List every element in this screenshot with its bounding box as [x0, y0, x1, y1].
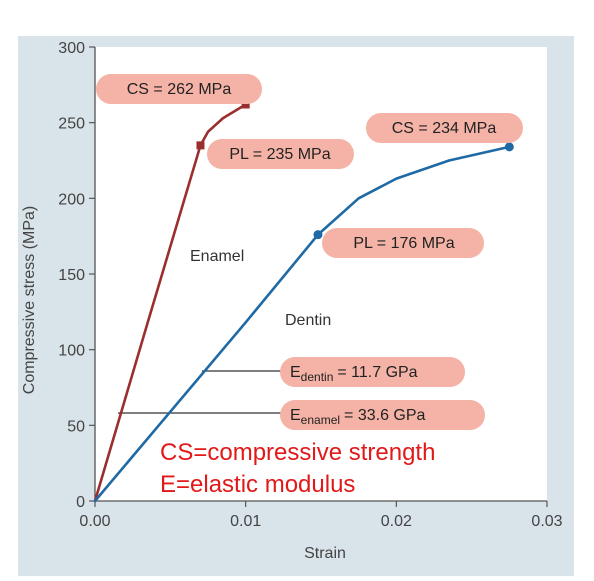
series-layer	[93, 103, 511, 503]
enamel-series-label: Enamel	[190, 248, 244, 265]
e-enamel-subscript: enamel	[301, 413, 340, 427]
y-tick-label: 250	[58, 116, 85, 133]
enamel-pl-label: PL = 235 MPa	[229, 146, 330, 163]
dentin-pl-callout: PL = 176 MPa	[322, 228, 484, 258]
enamel-marker	[196, 141, 205, 150]
x-tick-label: 0.03	[531, 513, 562, 530]
enamel-cs-callout: CS = 262 MPa	[96, 74, 262, 104]
enamel-marker	[241, 100, 250, 109]
note-e-definition: E=elastic modulus	[160, 471, 355, 498]
note-cs-definition: CS=compressive strength	[160, 439, 435, 466]
y-tick-label: 0	[76, 494, 85, 511]
x-tick-label: 0.00	[79, 513, 110, 530]
e-dentin-callout: Edentin = 11.7 GPa	[280, 357, 465, 387]
dentin-marker	[313, 230, 323, 240]
y-tick-label: 200	[58, 191, 85, 208]
dentin-pl-label: PL = 176 MPa	[353, 235, 454, 252]
x-tick-label: 0.02	[381, 513, 412, 530]
dentin-pl-pill	[322, 228, 484, 258]
x-tick-label: 0.01	[230, 513, 261, 530]
y-tick-label: 50	[67, 418, 85, 435]
e-dentin-label: Edentin = 11.7 GPa	[290, 364, 418, 384]
e-enamel-value: = 33.6 GPa	[344, 407, 425, 424]
ticks: 0.00 0.01 0.02 0.03 0 50 100 150 200 250 300	[58, 40, 562, 530]
e-dentin-pill	[280, 357, 465, 387]
enamel-curve	[93, 103, 247, 503]
e-dentin-symbol: E	[290, 364, 301, 381]
y-tick-label: 300	[58, 40, 85, 57]
e-dentin-subscript: dentin	[301, 370, 334, 384]
dentin-cs-pill	[366, 113, 523, 143]
y-tick-label: 150	[58, 267, 85, 284]
dentin-curve	[93, 145, 511, 503]
e-enamel-callout: Eenamel = 33.6 GPa	[280, 400, 485, 430]
e-enamel-label: Eenamel = 33.6 GPa	[290, 407, 426, 427]
enamel-pl-pill	[207, 139, 354, 169]
y-axis-label: Compressive stress (MPa)	[21, 206, 38, 394]
enamel-pl-callout: PL = 235 MPa	[207, 139, 354, 169]
e-enamel-symbol: E	[290, 407, 301, 424]
enamel-cs-pill	[96, 74, 262, 104]
dentin-cs-callout: CS = 234 MPa	[366, 113, 523, 143]
dentin-marker	[504, 142, 514, 152]
e-enamel-pill	[280, 400, 485, 430]
enamel-cs-label: CS = 262 MPa	[127, 81, 232, 98]
dentin-series-label: Dentin	[285, 312, 331, 329]
x-axis-label: Strain	[304, 545, 346, 562]
markers-layer	[196, 100, 514, 240]
e-dentin-value: = 11.7 GPa	[337, 364, 417, 381]
dentin-cs-label: CS = 234 MPa	[392, 120, 497, 137]
y-tick-label: 100	[58, 343, 85, 360]
